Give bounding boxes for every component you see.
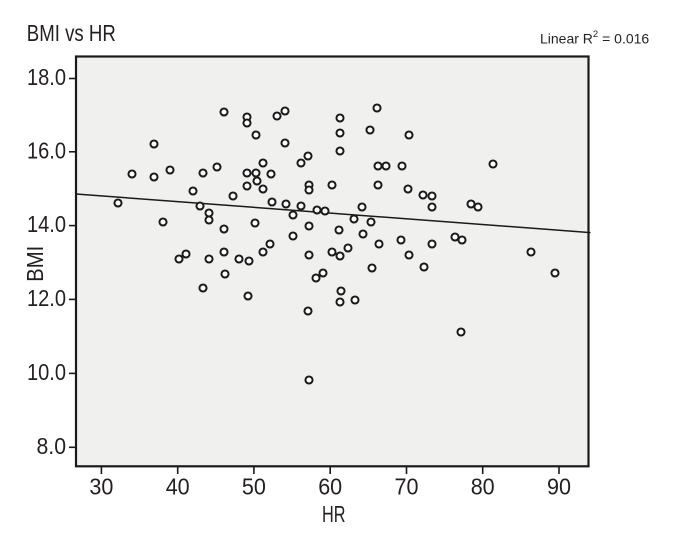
svg-text:50: 50 (242, 474, 266, 500)
svg-text:90: 90 (547, 474, 571, 500)
svg-text:30: 30 (89, 474, 113, 500)
svg-text:40: 40 (166, 474, 190, 500)
svg-text:60: 60 (318, 474, 342, 500)
svg-text:Linear R2 = 0.016: Linear R2 = 0.016 (540, 29, 649, 47)
svg-text:8.0: 8.0 (37, 433, 67, 459)
svg-text:18.0: 18.0 (27, 64, 66, 90)
svg-text:80: 80 (471, 474, 495, 500)
svg-text:16.0: 16.0 (27, 137, 66, 163)
svg-text:14.0: 14.0 (27, 211, 66, 237)
svg-text:12.0: 12.0 (27, 285, 66, 311)
svg-text:10.0: 10.0 (27, 359, 66, 385)
svg-text:BMI vs HR: BMI vs HR (27, 20, 116, 46)
svg-text:HR: HR (322, 501, 346, 527)
svg-text:BMI: BMI (22, 246, 48, 282)
svg-text:70: 70 (395, 474, 419, 500)
